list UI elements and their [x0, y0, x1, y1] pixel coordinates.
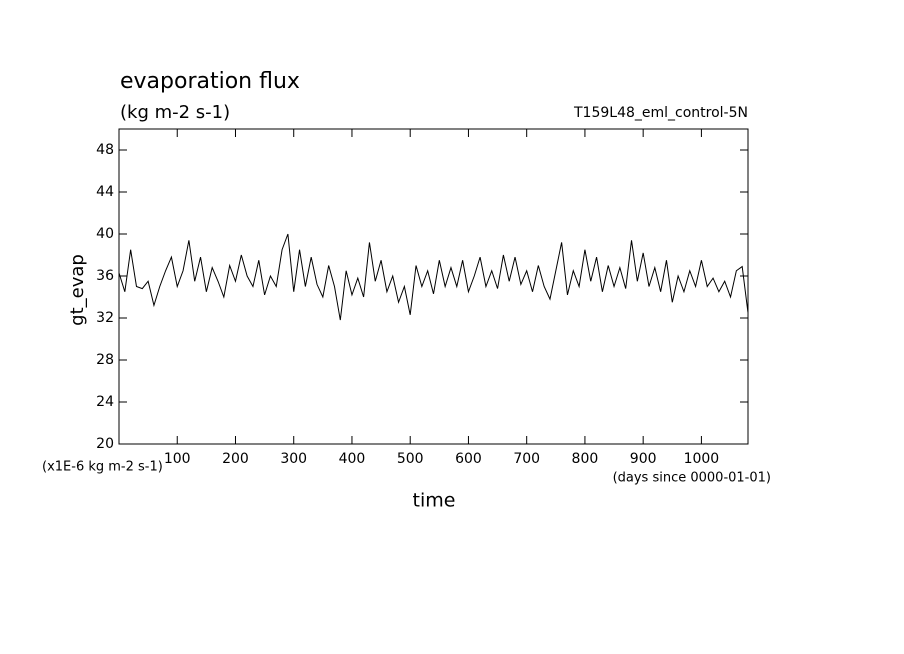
chart-title: evaporation flux [120, 69, 300, 94]
y-tick-label: 36 [96, 268, 114, 284]
data-line [118, 233, 749, 321]
y-units: (x1E-6 kg m-2 s-1) [42, 460, 163, 475]
x-tick-label: 700 [513, 451, 540, 467]
y-tick-label: 24 [96, 394, 114, 410]
x-tick-label: 1000 [684, 451, 720, 467]
x-tick-label: 800 [572, 451, 599, 467]
plot-frame [118, 128, 749, 445]
y-tick-label: 28 [96, 352, 114, 368]
x-tick-label: 400 [339, 451, 366, 467]
y-tick-label: 20 [96, 436, 114, 452]
chart-subtitle: (kg m-2 s-1) [120, 102, 230, 123]
y-tick-label: 32 [96, 310, 114, 326]
x-tick-label: 100 [164, 451, 191, 467]
y-tick-label: 44 [96, 184, 114, 200]
x-units: (days since 0000-01-01) [613, 471, 771, 486]
x-tick-label: 200 [222, 451, 249, 467]
y-tick-label: 40 [96, 226, 114, 242]
y-tick-label: 48 [96, 142, 114, 158]
y-axis-label: gt_evap [67, 254, 88, 326]
x-axis-label: time [413, 490, 456, 512]
x-tick-label: 500 [397, 451, 424, 467]
x-tick-label: 600 [455, 451, 482, 467]
x-tick-label: 900 [630, 451, 657, 467]
x-tick-label: 300 [280, 451, 307, 467]
annotation: T159L48_eml_control-5N [573, 105, 748, 121]
